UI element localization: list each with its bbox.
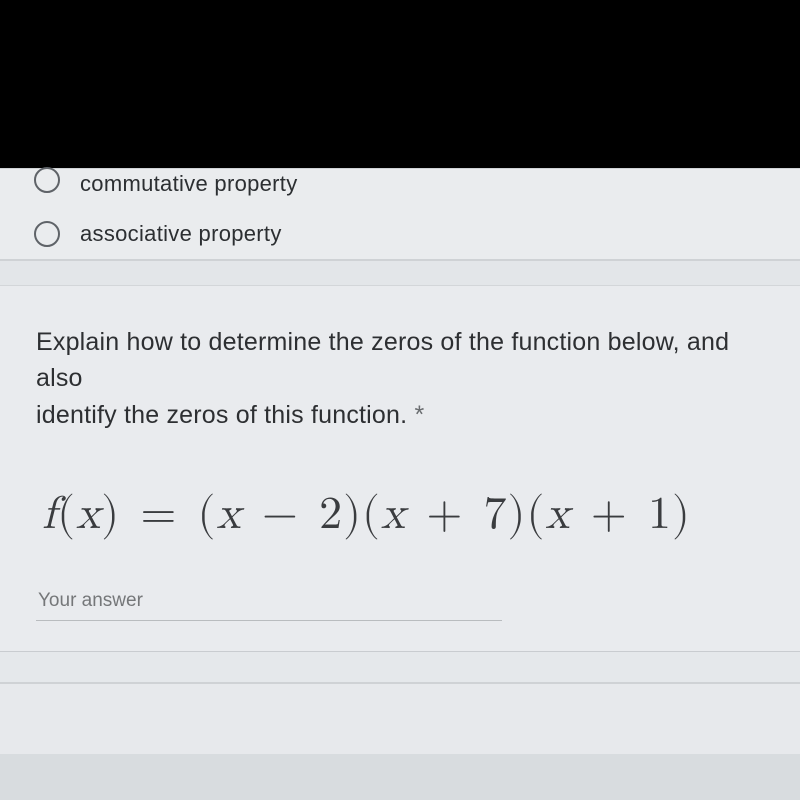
top-black-bar — [0, 0, 800, 168]
eq-g1-open: ( — [198, 491, 217, 537]
question-prompt: Explain how to determine the zeros of th… — [36, 324, 764, 433]
eq-g3-close: ) — [672, 491, 691, 537]
question-line1: Explain how to determine the zeros of th… — [36, 328, 729, 392]
eq-g1-close: ) — [343, 491, 362, 537]
answer-input[interactable]: Your answer — [36, 590, 502, 621]
radio-option-associative[interactable]: associative property — [0, 213, 800, 259]
eq-g2-x: x — [381, 491, 406, 537]
eq-g2-close: ) — [508, 491, 527, 537]
eq-g2-op: + — [406, 491, 483, 537]
eq-g3-x: x — [545, 491, 570, 537]
eq-g1-op: − — [242, 491, 319, 537]
eq-lparen: ( — [57, 491, 76, 537]
eq-f: f — [42, 491, 57, 537]
eq-g3-n: 1 — [648, 491, 672, 537]
answer-placeholder: Your answer — [38, 590, 143, 611]
eq-g3-open: ( — [526, 491, 545, 537]
eq-equals: = — [120, 491, 197, 537]
eq-g1-n: 2 — [319, 491, 343, 537]
previous-question-card: commutative property associative propert… — [0, 168, 800, 260]
equation: f(x) = (x − 2)(x + 7)(x + 1) — [42, 491, 691, 537]
question-card: Explain how to determine the zeros of th… — [0, 286, 800, 652]
question-line2: identify the zeros of this function. — [36, 401, 407, 429]
radio-label: associative property — [80, 221, 282, 247]
required-marker: * — [407, 401, 424, 429]
eq-x: x — [76, 491, 101, 537]
radio-option-commutative[interactable]: commutative property — [0, 169, 800, 213]
radio-circle-icon — [34, 167, 60, 193]
page-content: commutative property associative propert… — [0, 168, 800, 754]
eq-g1-x: x — [216, 491, 241, 537]
radio-label: commutative property — [80, 171, 298, 197]
card-gap — [0, 260, 800, 286]
eq-rparen: ) — [101, 491, 120, 537]
eq-g2-open: ( — [362, 491, 381, 537]
equation-block: f(x) = (x − 2)(x + 7)(x + 1) — [36, 487, 764, 542]
eq-g2-n: 7 — [484, 491, 508, 537]
eq-g3-op: + — [571, 491, 648, 537]
next-card-peek — [0, 684, 800, 754]
card-gap-bottom — [0, 652, 800, 682]
radio-circle-icon — [34, 221, 60, 247]
